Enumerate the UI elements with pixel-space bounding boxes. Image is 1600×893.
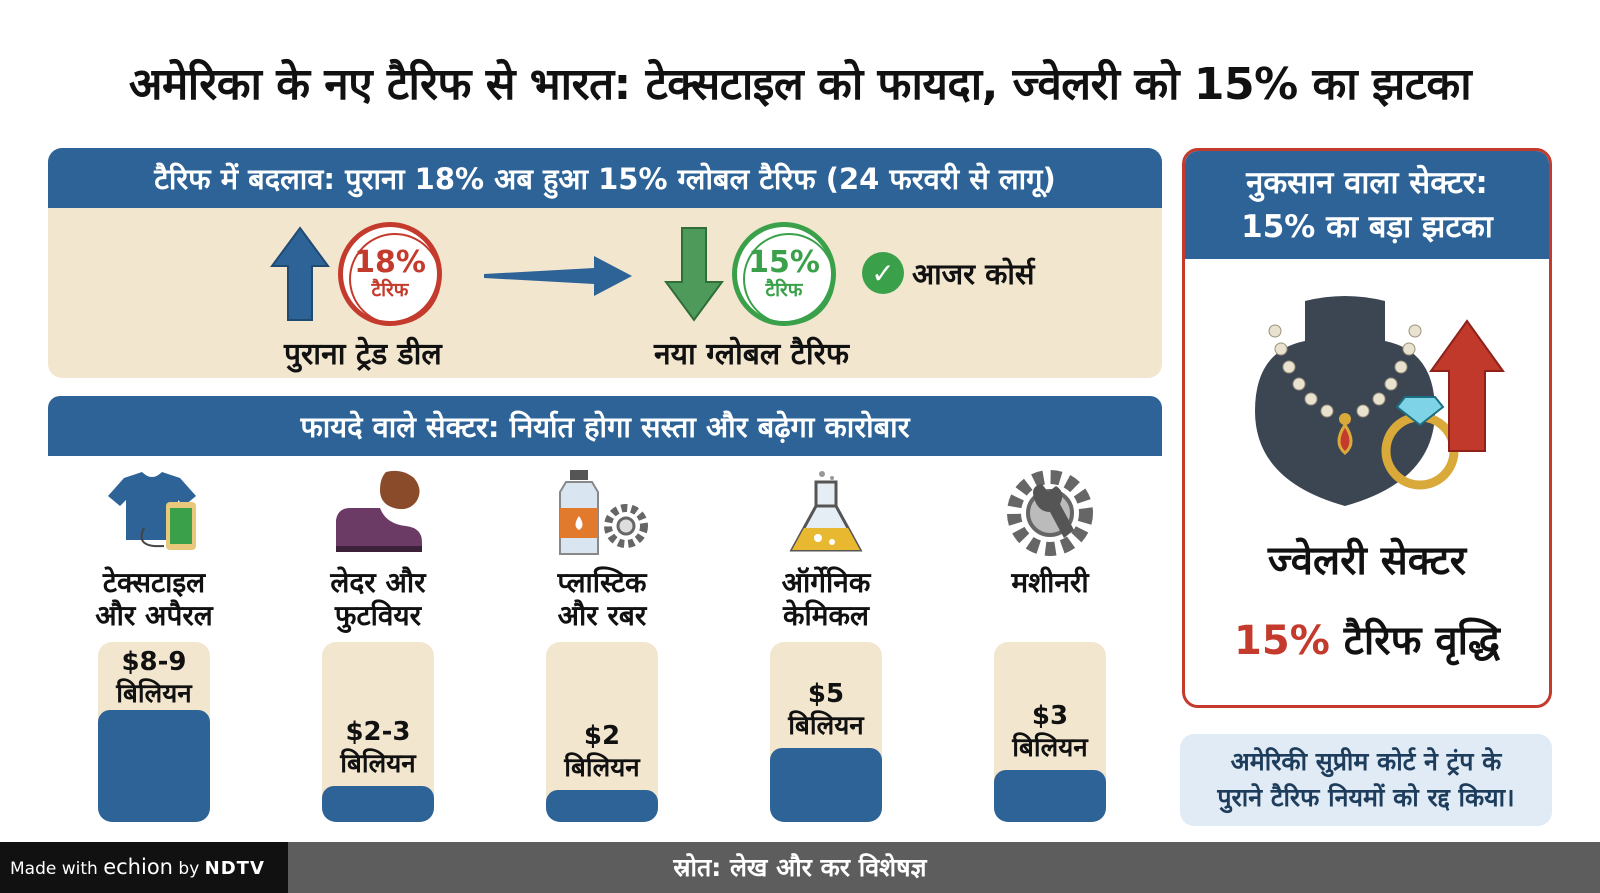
sector-name: प्लास्टिक और रबर [502,566,702,632]
sector-bar-fill [98,710,210,822]
sector-column: मशीनरी [950,468,1150,599]
tariff-change-header: टैरिफ में बदलाव: पुराना 18% अब हुआ 15% ग… [48,148,1162,208]
sector-name: ऑर्गेनिक केमिकल [726,566,926,632]
sector-name: टेक्सटाइल और अपैरल [54,566,254,632]
sector-value: $3 [1031,701,1069,731]
court-note: अमेरिकी सुप्रीम कोर्ट ने ट्रंप के पुराने… [1180,734,1552,826]
arrow-right-icon [484,256,632,296]
sector-value-label: $8-9 बिलियन [98,646,210,710]
sector-value-bar: $5 बिलियन [770,642,882,822]
made-with-badge[interactable]: Made with echion by NDTV [0,842,288,893]
tariff-increase-label: 15% टैरिफ वृद्धि [1185,611,1549,666]
sector-column: प्लास्टिक और रबर [502,468,702,632]
sector-value: $5 [807,679,845,709]
gear-wrench-icon [1007,470,1093,556]
sector-bar-fill [770,748,882,822]
sector-value-label: $3 बिलियन [994,700,1106,764]
sector-value-bar: $2 बिलियन [546,642,658,822]
sector-value-label: $2-3 बिलियन [322,716,434,780]
court-note-line1: अमेरिकी सुप्रीम कोर्ट ने ट्रंप के [1230,747,1502,776]
publisher-name: NDTV [204,858,265,879]
tshirt-thread-icon [108,472,196,550]
loss-header-line2: 15% का बड़ा झटका [1241,209,1493,245]
sector-value-unit: बिलियन [564,753,640,783]
sector-value: $2 [583,721,621,751]
flask-icon [789,471,863,552]
sector-name: मशीनरी [950,566,1150,599]
check-icon: ✓ [862,252,904,294]
bottle-gear-icon [559,470,648,555]
brand-name: echion [103,855,173,879]
increase-text: टैरिफ वृद्धि [1343,618,1500,664]
sector-value-bar: $8-9 बिलियन [98,642,210,822]
tariff-change-card: टैरिफ में बदलाव: पुराना 18% अब हुआ 15% ग… [48,148,1162,378]
loss-header-line1: नुकसान वाला सेक्टर: [1246,165,1488,201]
sector-value-bar: $2-3 बिलियन [322,642,434,822]
sector-bar-fill [994,770,1106,822]
sector-name-line2: और रबर [557,599,647,632]
sector-name-line2: केमिकल [783,599,869,632]
sector-name-line1: मशीनरी [1011,566,1089,599]
page-title: अमेरिका के नए टैरिफ से भारत: टेक्सटाइल क… [128,59,1472,110]
sector-value-unit: बिलियन [340,749,416,779]
necklace-ring-icon [1255,296,1505,506]
loss-sector-card: नुकसान वाला सेक्टर: 15% का बड़ा झटका ज्व… [1182,148,1552,708]
sector-name-line1: ऑर्गेनिक [781,566,871,599]
benefit-sectors-header: फायदे वाले सेक्टर: निर्यात होगा सस्ता और… [48,396,1162,456]
sector-value-unit: बिलियन [788,711,864,741]
sector-bar-fill [546,790,658,822]
increase-percent: 15% [1234,618,1330,664]
sector-name: लेदर और फुटवियर [278,566,478,632]
arrow-down-icon [664,227,724,322]
sector-bar-fill [322,786,434,822]
sector-value-label: $5 बिलियन [770,678,882,742]
new-tariff-label: नया ग्लोबल टैरिफ [654,337,850,372]
check-label: आजर कोर्स [912,257,1035,291]
sector-value-unit: बिलियन [1012,733,1088,763]
sector-name-line2: और अपैरल [95,599,213,632]
sector-value-bar: $3 बिलियन [994,642,1106,822]
sector-value: $2-3 [345,717,411,747]
sector-name-line2: फुटवियर [334,599,422,632]
sector-value-unit: बिलियन [116,679,192,709]
sector-column: ऑर्गेनिक केमिकल [726,468,926,632]
loss-sector-header: नुकसान वाला सेक्टर: 15% का बड़ा झटका [1185,151,1549,259]
arrow-up-icon [270,226,330,321]
footer: स्रोत: लेख और कर विशेषज्ञ Made with echi… [0,842,1600,893]
sector-column: टेक्सटाइल और अपैरल [54,468,254,632]
old-deal-label: पुराना ट्रेड डील [284,337,442,372]
sector-column: लेदर और फुटवियर [278,468,478,632]
court-note-line2: पुराने टैरिफ नियमों को रद्द किया। [1217,783,1515,812]
sector-name-line1: टेक्सटाइल [102,566,206,599]
old-tariff-stamp: 18% टैरिफ [338,222,442,326]
source-text: स्रोत: लेख और कर विशेषज्ञ [673,853,927,882]
sector-value: $8-9 [121,647,187,677]
sector-name-line1: लेदर और [330,566,426,599]
by-text: by [178,859,200,879]
sector-value-label: $2 बिलियन [546,720,658,784]
new-tariff-stamp: 15% टैरिफ [732,222,836,326]
shoe-leather-icon [336,470,422,552]
made-with-text: Made with [10,859,98,879]
sector-name-line1: प्लास्टिक [557,566,647,599]
jewelry-sector-label: ज्वेलरी सेक्टर [1267,538,1467,584]
